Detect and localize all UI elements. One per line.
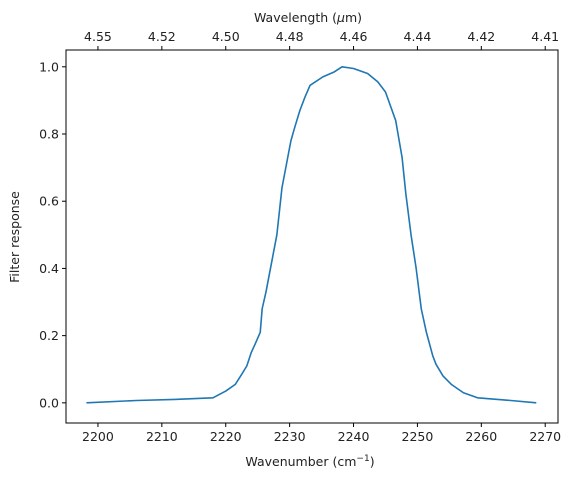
filter-response-line <box>86 66 537 404</box>
top-tick-label: 4.50 <box>212 29 240 44</box>
plot-frame <box>65 49 559 424</box>
top-axis-ticks: 4.55 4.52 4.50 4.48 4.46 4.44 4.42 4.41 <box>84 29 559 50</box>
top-tick-label: 4.48 <box>276 29 304 44</box>
x-axis-label: Wavenumber (cm−1) <box>245 454 374 469</box>
y-axis-ticks: 0.0 0.2 0.4 0.6 0.8 1.0 <box>39 59 66 410</box>
top-tick-label: 4.52 <box>148 29 176 44</box>
x-tick-label: 2230 <box>274 429 306 444</box>
x-tick-label: 2240 <box>338 429 370 444</box>
y-axis-label: Filter response <box>7 191 22 283</box>
x-axis-label-superscript: −1 <box>356 454 369 464</box>
x-tick-label: 2220 <box>210 429 242 444</box>
y-tick-label: 0.0 <box>39 395 59 410</box>
y-tick-label: 0.2 <box>39 328 59 343</box>
x-axis-label-close: ) <box>370 454 375 469</box>
y-tick-label: 1.0 <box>39 59 59 74</box>
y-tick-label: 0.4 <box>39 261 59 276</box>
top-axis-label-mu: μ <box>336 10 345 25</box>
top-axis-label-close: m) <box>345 10 362 25</box>
x-tick-label: 2210 <box>146 429 178 444</box>
top-tick-label: 4.44 <box>404 29 432 44</box>
x-tick-label: 2270 <box>529 429 561 444</box>
y-tick-label: 0.8 <box>39 127 59 142</box>
x-tick-label: 2260 <box>465 429 497 444</box>
x-tick-label: 2250 <box>402 429 434 444</box>
plot-background <box>66 50 558 423</box>
top-tick-label: 4.55 <box>84 29 112 44</box>
top-tick-label: 4.46 <box>340 29 368 44</box>
top-tick-label: 4.42 <box>467 29 495 44</box>
x-axis-ticks: 2200 2210 2220 2230 2240 2250 2260 2270 <box>82 423 561 444</box>
top-tick-label: 4.41 <box>531 29 559 44</box>
y-tick-label: 0.6 <box>39 194 59 209</box>
top-axis-label: Wavelength (μm) <box>254 10 362 25</box>
x-tick-label: 2200 <box>82 429 114 444</box>
